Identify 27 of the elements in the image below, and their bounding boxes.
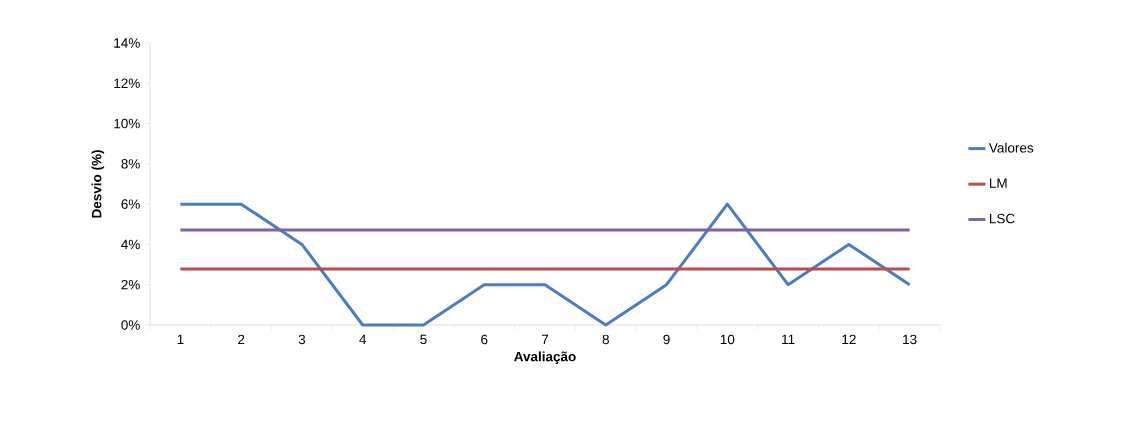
x-tick-label: 3	[298, 334, 306, 345]
x-tick-label: 5	[420, 334, 427, 345]
y-tick-label: 14%	[114, 38, 140, 48]
y-axis-title: Desvio (%)	[91, 150, 105, 218]
y-tick-label: 8%	[121, 159, 140, 169]
y-tick-label: 12%	[114, 78, 140, 89]
x-tick-label: 1	[177, 334, 184, 344]
x-tick-label: 10	[720, 334, 735, 345]
y-tick-label: 4%	[121, 239, 140, 250]
x-tick-label: 6	[481, 334, 488, 345]
x-tick-label: 13	[903, 334, 917, 345]
x-tick-label: 9	[663, 334, 670, 345]
legend-label: Valores	[988, 142, 1034, 153]
y-tick-label: 10%	[114, 118, 140, 129]
legend-label: LM	[990, 178, 1007, 188]
x-axis-title: Avaliação	[514, 351, 576, 365]
x-tick-label: 12	[842, 334, 856, 345]
x-tick-label: 7	[541, 334, 549, 344]
legend-label: LSC	[990, 213, 1015, 224]
y-tick-label: 2%	[121, 279, 140, 290]
x-tick-label: 8	[602, 334, 609, 345]
y-tick-label: 6%	[121, 199, 140, 209]
x-tick-label: 4	[359, 334, 367, 344]
line-series	[178, 202, 912, 327]
x-tick-label: 2	[238, 334, 245, 345]
x-tick-label: 11	[782, 334, 795, 344]
y-tick-label: 0%	[121, 320, 140, 330]
